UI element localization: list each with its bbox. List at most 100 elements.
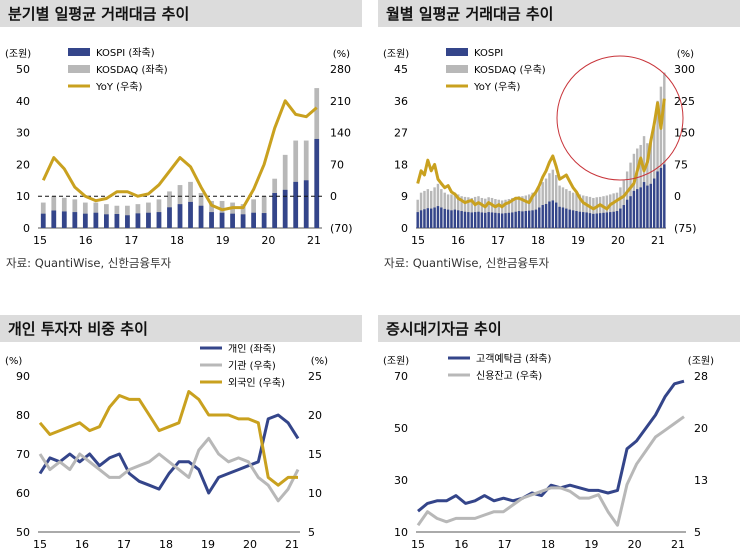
kosdaq-bar [629,162,632,228]
right-unit-label: (조원) [688,355,714,367]
legend-swatch [446,48,468,56]
left-unit-label: (조원) [5,48,31,60]
y2-tick-label: (70) [330,222,353,235]
kospi-bar [463,211,467,228]
kospi-bar [104,214,109,228]
kospi-bar [646,185,649,228]
y-tick-label: 36 [394,95,408,108]
kospi-bar [500,213,504,228]
panel-individual-investor-share: 개인 투자자 비중 추이 (%) (%) 50 60 70 80 90 5 10 15 20 25 15… [0,315,362,559]
kospi-bar [314,138,320,228]
panel-standby-funds: 증시대기자금 추이 (조원) (조원) 10 30 50 70 5 13 20 28 15 16 17 1… [378,315,740,559]
left-unit-label: (조원) [383,355,409,367]
kospi-bar [40,213,46,228]
kosdaq-bar [615,192,619,228]
kospi-bar [592,213,595,228]
x-tick-label: 18 [541,538,555,551]
kospi-bar [146,212,151,228]
y2-tick-label: 150 [674,127,695,140]
x-tick-label: 20 [611,234,625,247]
x-tick-label: 17 [491,234,505,247]
x-tick-label: 20 [628,538,642,551]
x-tick-label: 18 [531,234,545,247]
x-tick-label: 17 [117,538,131,551]
kospi-bar [457,210,460,228]
kosdaq-bar [659,86,663,228]
y-tick-label: 50 [394,422,408,435]
kospi-bar [615,211,619,228]
kospi-bar [240,214,246,228]
kosdaq-bar [598,196,602,228]
kospi-bar [558,206,561,228]
panel-header: 개인 투자자 비중 추이 [0,315,362,342]
kospi-bar [636,189,639,228]
kospi-bar [167,207,172,228]
kosdaq-bar [551,169,555,228]
kospi-bar [72,212,78,228]
kospi-bar [571,210,575,228]
kospi-bar [426,208,430,228]
legend-label: YoY (우축) [95,81,142,93]
kosdaq-bar [588,196,592,228]
x-tick-label: 18 [170,234,184,247]
kospi-bar [282,189,288,228]
x-tick-label: 21 [651,234,665,247]
x-tick-label: 20 [261,234,275,247]
right-unit-label: (%) [677,49,694,60]
x-tick-label: 15 [33,538,47,551]
kospi-bar [453,209,457,228]
kosdaq-bar [652,122,656,228]
x-tick-label: 19 [201,538,215,551]
panel-title: 개인 투자자 비중 추이 [8,320,148,338]
kospi-bar [595,213,598,228]
monthly-trading-value-chart: (조원) (%) 0 9 18 27 36 45 (75) 0 75 150 225 300 15 16 17 1… [383,48,697,247]
kospi-bar [598,213,602,228]
kospi-bar [156,212,162,228]
kospi-bar [632,190,636,228]
kosdaq-bar [622,180,625,228]
kospi-bar [484,212,487,228]
series-line [38,390,298,487]
kospi-bar [480,212,484,228]
x-tick-label: 21 [307,234,321,247]
kospi-bar [517,211,521,228]
panel-header: 증시대기자금 추이 [378,315,740,342]
y-tick-label: 50 [16,526,30,539]
series-line [38,413,300,495]
y-tick-label: 90 [16,370,30,383]
y-tick-label: 0 [23,222,30,235]
y2-tick-label: 10 [308,487,322,500]
kospi-bar [625,199,629,228]
kosdaq-bar [595,197,598,228]
y-tick-label: 30 [394,474,408,487]
kospi-bar [602,212,605,228]
panel-title: 월별 일평균 거래대금 추이 [386,5,554,23]
kospi-bar [473,212,477,228]
kosdaq-bar [609,194,612,228]
kospi-bar [446,209,450,228]
kosdaq-bar [575,193,578,228]
legend-swatch [68,48,90,56]
kospi-bar [568,209,571,228]
kospi-bar [293,181,299,228]
y2-tick-label: 0 [330,190,337,203]
kospi-bar [497,213,500,228]
kospi-bar [433,207,436,228]
y2-tick-label: 280 [330,63,351,76]
kospi-bar [443,208,446,228]
y2-tick-label: 20 [308,409,322,422]
investor-share-chart: (%) (%) 50 60 70 80 90 5 10 15 20 25 15 16 17 18 19 20 21 개… [5,344,328,551]
kosdaq-bar [592,197,595,228]
kospi-bar [527,210,531,228]
kospi-bar [429,208,433,228]
y2-tick-label: 25 [308,370,322,383]
kospi-bar [582,212,585,228]
legend-label: KOSPI [474,48,503,59]
right-unit-label: (%) [333,49,350,60]
kosdaq-bar [639,144,642,228]
kosdaq-bar [541,182,544,228]
y2-tick-label: 225 [674,95,695,108]
y-tick-label: 30 [16,127,30,140]
kospi-bar [622,205,625,228]
kospi-bar [605,212,609,228]
